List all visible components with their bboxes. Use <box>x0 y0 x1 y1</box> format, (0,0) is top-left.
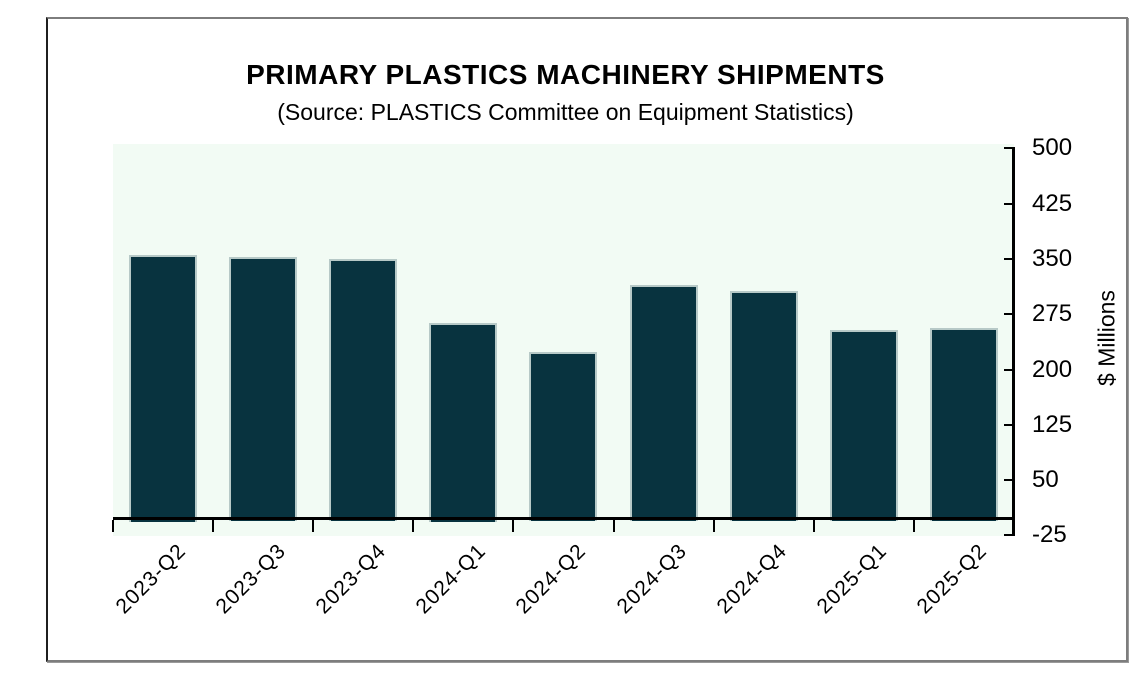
y-tick-label-125: 125 <box>1032 410 1073 438</box>
y-axis-tick <box>1004 534 1013 537</box>
y-axis-tick <box>1004 202 1013 205</box>
x-axis-line <box>113 516 1015 520</box>
bar-2023-Q4 <box>329 258 398 522</box>
y-axis-tick <box>1004 423 1013 426</box>
y-axis-line <box>1012 147 1015 537</box>
y-axis-tick <box>1004 257 1013 260</box>
y-tick-label-50: 50 <box>1032 466 1059 494</box>
x-axis-tick <box>412 519 415 532</box>
x-axis-tick <box>112 519 114 532</box>
bar-2024-Q1 <box>429 323 498 522</box>
x-axis-tick <box>312 519 315 532</box>
chart-subtitle: (Source: PLASTICS Committee on Equipment… <box>277 99 854 125</box>
y-tick-label-425: 425 <box>1032 189 1073 217</box>
y-axis-tick <box>1004 313 1013 316</box>
y-axis-tick <box>1004 368 1013 371</box>
y-tick-label-200: 200 <box>1032 355 1073 383</box>
x-axis-tick <box>612 519 615 532</box>
y-axis-tick <box>1004 147 1013 150</box>
x-axis-tick <box>712 519 715 532</box>
chart-title: PRIMARY PLASTICS MACHINERY SHIPMENTS <box>246 59 885 90</box>
y-axis-title: $ Millions <box>1093 290 1120 386</box>
bar-2024-Q4 <box>729 291 798 522</box>
x-axis-tick <box>512 519 515 532</box>
y-tick-label-350: 350 <box>1032 244 1073 272</box>
bar-2023-Q2 <box>129 254 198 522</box>
bar-2025-Q2 <box>929 328 998 522</box>
x-axis-tick <box>812 519 815 532</box>
y-tick-label-500: 500 <box>1032 134 1073 162</box>
y-tick-label--25: -25 <box>1032 521 1067 549</box>
y-axis-tick <box>1004 479 1013 482</box>
x-axis-tick <box>912 519 915 532</box>
y-tick-label-275: 275 <box>1032 300 1073 328</box>
x-axis-tick <box>212 519 215 532</box>
bar-2024-Q2 <box>529 351 598 522</box>
bar-2025-Q1 <box>829 330 898 522</box>
bar-2023-Q3 <box>229 257 298 522</box>
bar-2024-Q3 <box>629 284 698 522</box>
